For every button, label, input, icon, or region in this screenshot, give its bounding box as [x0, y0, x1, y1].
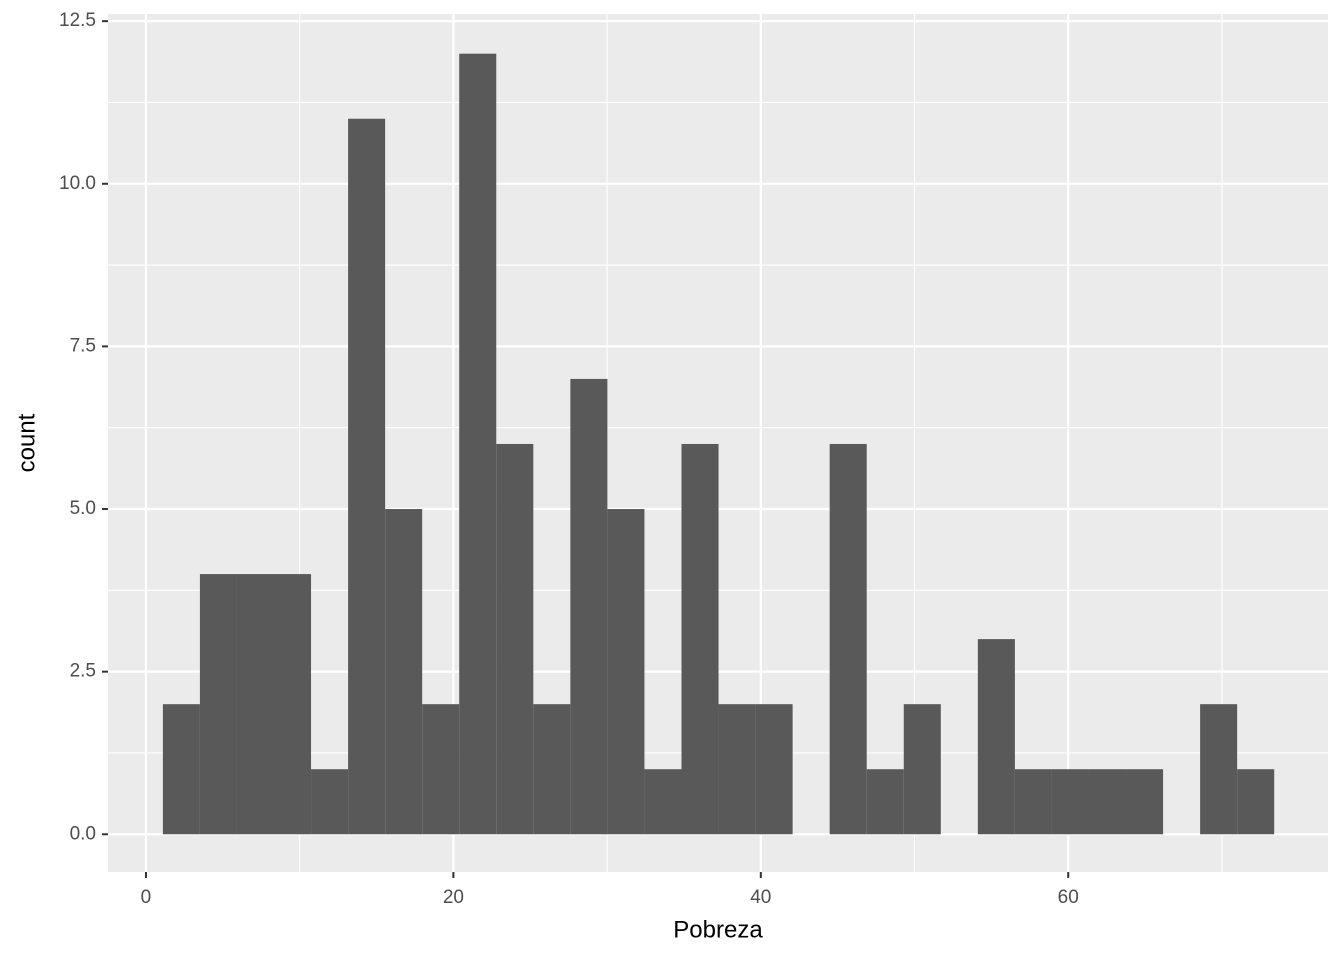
bar [866, 769, 904, 835]
bar [533, 704, 571, 835]
bar [1200, 704, 1238, 835]
bar [199, 574, 237, 835]
bar [311, 769, 349, 835]
bar [829, 443, 867, 835]
x-tick-label: 0 [141, 887, 152, 908]
y-tick-label: 2.5 [70, 661, 96, 682]
bar [644, 769, 682, 835]
bar [718, 704, 756, 835]
y-tick-label: 0.0 [70, 823, 96, 844]
bar [903, 704, 941, 835]
bar [1014, 769, 1052, 835]
bar [385, 509, 423, 835]
x-tick-label: 60 [1058, 887, 1079, 908]
bar [422, 704, 460, 835]
bar [274, 574, 312, 835]
bar [755, 704, 793, 835]
x-tick-label: 20 [443, 887, 464, 908]
bar [1051, 769, 1089, 835]
bar [1088, 769, 1127, 835]
bar [681, 443, 719, 835]
y-tick-label: 7.5 [70, 335, 96, 356]
y-axis-title: count [13, 413, 40, 472]
bar [162, 704, 200, 835]
bar [348, 118, 386, 835]
axes: 0 20 40 60 0.0 2.5 5.0 7.5 10.0 12.5 [59, 10, 1079, 908]
bar [1237, 769, 1275, 835]
bar [496, 443, 534, 835]
bar [607, 509, 645, 835]
bars [162, 53, 1275, 835]
bar [236, 574, 275, 835]
y-tick-label: 10.0 [59, 173, 96, 194]
bar [977, 639, 1015, 835]
x-tick-label: 40 [750, 887, 771, 908]
y-tick-label: 5.0 [70, 498, 96, 519]
bar [459, 53, 497, 835]
y-tick-label: 12.5 [59, 10, 96, 31]
bar [570, 378, 608, 835]
x-axis-title: Pobreza [673, 916, 763, 943]
bar [1126, 769, 1164, 835]
